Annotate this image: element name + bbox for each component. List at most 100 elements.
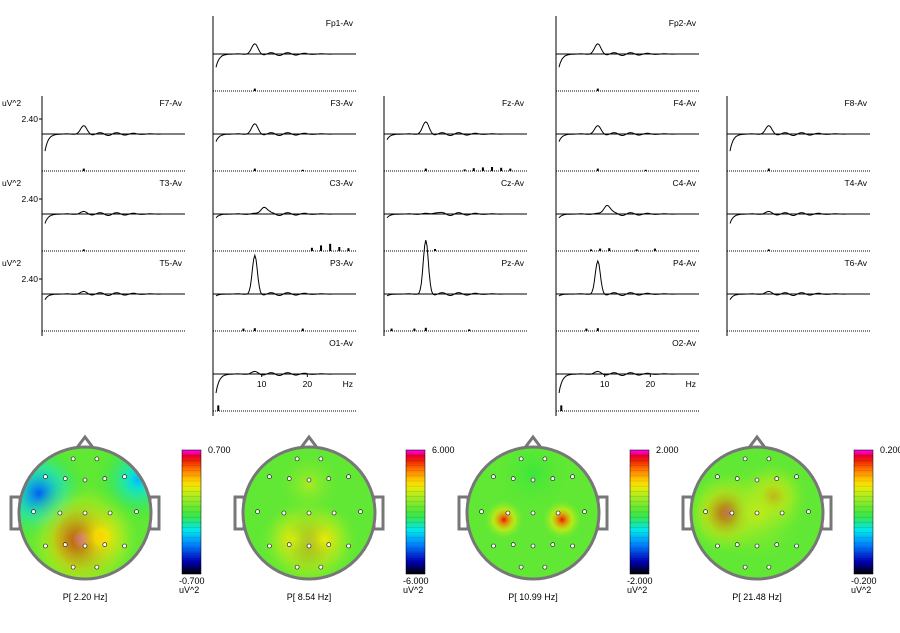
scalp-outline: [17, 445, 153, 581]
channel-label: Fz-Av: [502, 98, 525, 108]
field-blob: [256, 502, 331, 577]
spectrum-cell: T3-Av uV^22.40: [2, 176, 185, 256]
stat-bar: [242, 328, 245, 331]
spectrum-cell: F8-Av: [726, 96, 870, 176]
spectrum-cell: Fp2-Av: [555, 16, 699, 96]
electrode-marker: [510, 542, 516, 547]
spectrum-trace: [386, 121, 524, 140]
x-unit-label: Hz: [686, 379, 696, 389]
spectrum-cell: C4-Av: [555, 176, 699, 256]
spectrum-trace: [729, 125, 867, 152]
colorbar: [181, 449, 202, 575]
electrode-marker: [806, 509, 811, 514]
spectrum-cell: F4-Av: [555, 96, 699, 176]
electrode-marker: [754, 477, 760, 483]
electrode-marker: [286, 542, 292, 547]
stat-bar: [390, 328, 393, 331]
electrode-marker: [94, 456, 100, 462]
electrode-marker: [530, 477, 536, 483]
stat-bar: [217, 405, 220, 411]
electrode-marker: [326, 476, 332, 481]
channel-label: Cz-Av: [501, 178, 525, 188]
channel-label: F4-Av: [673, 98, 696, 108]
left-ear-icon: [233, 495, 246, 531]
topomap-frequency-label: P[ 8.54 Hz]: [287, 592, 332, 602]
spectrum-trace: [44, 290, 182, 300]
spectrum-cell: C3-Av: [212, 176, 356, 256]
electrode-marker: [715, 474, 720, 480]
channel-label: T3-Av: [159, 178, 182, 188]
field-blob: [276, 450, 342, 517]
right-ear-icon: [372, 495, 385, 531]
electrode-marker: [281, 510, 287, 516]
left-ear-icon: [457, 495, 470, 531]
electrode-marker: [734, 542, 740, 547]
scalp-field: [243, 447, 375, 579]
electrode-marker: [734, 476, 740, 481]
stat-bar: [596, 168, 599, 171]
electrode-marker: [754, 510, 760, 516]
topomap-frequency-label: P[ 10.99 Hz]: [508, 592, 558, 602]
spectrum-cell: T5-Av uV^22.40: [2, 256, 185, 336]
spectrum-trace: [386, 211, 524, 219]
colorbar-max-label: 6.000: [432, 445, 455, 455]
electrode-marker: [542, 456, 548, 462]
colorbar: [405, 449, 426, 575]
stat-bar: [413, 328, 416, 331]
spectrum-trace: [215, 123, 353, 142]
electrode-marker: [570, 543, 575, 549]
electrode-marker: [107, 510, 113, 516]
electrode-marker: [267, 543, 272, 549]
electrode-marker: [774, 476, 780, 481]
y-tick-label: 2.40: [21, 274, 38, 284]
electrode-marker: [550, 476, 556, 481]
channel-label: Fp2-Av: [669, 18, 697, 28]
topomap-frequency-label: P[ 21.48 Hz]: [732, 592, 782, 602]
stat-bar: [82, 249, 85, 251]
spectrum-cell: F3-Av: [212, 96, 356, 176]
field-blob: [22, 480, 142, 579]
stat-bar: [481, 167, 484, 171]
spectrum-trace: [215, 206, 353, 219]
spectrum-trace: [558, 370, 696, 394]
colorbar-unit-label: uV^2: [627, 585, 647, 595]
y-tick-label: 2.40: [21, 194, 38, 204]
electrode-marker: [294, 564, 300, 570]
stat-bar: [433, 249, 436, 251]
nose-icon: [746, 434, 768, 450]
topomap-frequency-label: P[ 2.20 Hz]: [63, 592, 108, 602]
colorbar-max-label: 0.700: [208, 445, 231, 455]
stat-bar: [253, 168, 256, 171]
stat-bar: [644, 169, 647, 171]
stat-bar: [310, 247, 313, 251]
electrode-marker: [555, 510, 561, 516]
electrode-marker: [134, 509, 139, 514]
electrode-marker: [715, 543, 720, 549]
stat-bar: [585, 328, 588, 331]
electrode-marker: [318, 564, 324, 570]
electrode-marker: [491, 543, 496, 549]
spectrum-trace: [558, 43, 696, 68]
colorbar-unit-label: uV^2: [851, 585, 871, 595]
spectrum-cell: Fz-Av: [383, 96, 527, 176]
spectrum-trace: [44, 210, 182, 224]
spectrum-trace: [729, 210, 867, 224]
field-blob: [704, 460, 810, 566]
electrode-marker: [306, 510, 312, 516]
spectrum-cell: Pz-Av: [383, 239, 527, 336]
field-blob: [91, 447, 151, 527]
field-base: [467, 447, 599, 579]
y-unit-label: uV^2: [2, 178, 21, 188]
colorbar-min-label: -0.200: [851, 576, 877, 586]
colorbar-unit-label: uV^2: [179, 585, 199, 595]
electrode-marker: [754, 543, 760, 549]
stat-bar: [599, 248, 602, 251]
electrode-marker: [62, 476, 68, 481]
field-base: [243, 447, 375, 579]
electrode-marker: [286, 476, 292, 481]
spectrum-cell: P4-Av: [555, 256, 699, 336]
spectrum-trace: [44, 125, 182, 152]
